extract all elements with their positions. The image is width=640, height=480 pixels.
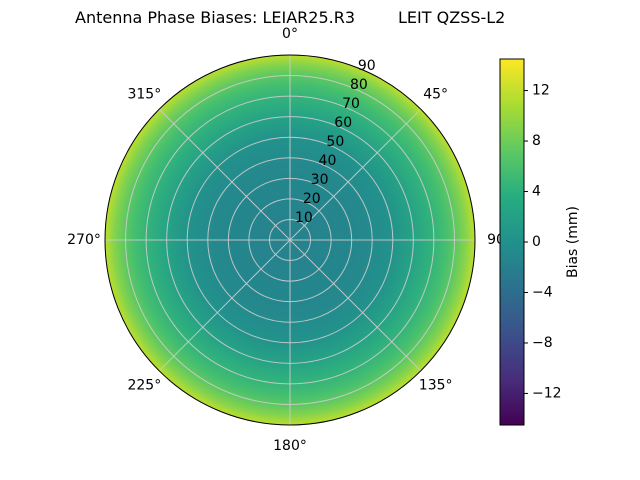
theta-tick-label: 180° [273,438,307,454]
colorbar-tick-label: −4 [532,284,553,300]
grid-spoke [289,108,422,241]
colorbar-gradient [499,58,525,426]
colorbar-tick-label: −12 [532,385,562,401]
r-tick-label: 50 [326,134,344,150]
colorbar-tick-label: 12 [532,83,550,99]
r-tick-label: 60 [334,115,352,131]
colorbar-ticks: 12 8 4 0 −4 −8 −12 [524,83,562,401]
theta-tick-label: 270° [67,232,101,248]
colorbar-tick-label: −8 [532,335,553,351]
grid-spoke [289,239,422,372]
r-tick-label: 40 [319,153,337,169]
theta-tick-label: 45° [423,86,448,102]
r-tick-label: 70 [342,96,360,112]
colorbar-tick-label: 0 [532,234,541,250]
grid-spoke [158,108,291,241]
chart-title-right: LEIT QZSS-L2 [398,8,505,27]
theta-tick-label: 315° [127,86,161,102]
grid-spoke [158,239,291,372]
polar-grid [104,54,476,426]
chart-title-left: Antenna Phase Biases: LEIAR25.R3 [75,8,355,27]
r-tick-labels: 10 20 30 40 50 60 70 80 90 [295,58,376,226]
colorbar-axis-label: Bias (mm) [565,206,581,278]
r-tick-label: 10 [295,210,313,226]
r-tick-label: 20 [303,191,321,207]
theta-tick-label: 135° [419,378,453,394]
r-tick-label: 90 [358,58,376,74]
theta-tick-labels: 0° 45° 90 135° 180° 225° 270° 315° [67,26,505,454]
r-tick-label: 80 [350,77,368,93]
polar-spine [104,54,476,426]
colorbar: 12 8 4 0 −4 −8 −12 Bias (mm) [499,58,581,426]
colorbar-tick-label: 8 [532,133,541,149]
colorbar-tick-label: 4 [532,184,541,200]
theta-tick-label: 0° [282,26,298,42]
theta-tick-label: 225° [127,378,161,394]
r-tick-label: 30 [311,172,329,188]
